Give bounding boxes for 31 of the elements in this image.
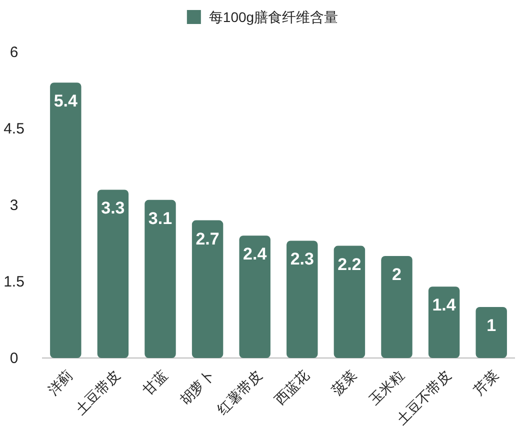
x-tick-label: 甘蓝 — [139, 366, 170, 398]
y-tick-label: 6 — [10, 44, 18, 61]
legend-label: 每100g膳食纤维含量 — [208, 9, 338, 25]
data-label: 1 — [486, 316, 496, 335]
bar — [286, 240, 318, 358]
bar — [192, 220, 224, 358]
y-tick-label: 0 — [10, 350, 18, 367]
x-tick-label: 西蓝花 — [271, 366, 312, 408]
data-label: 2.4 — [243, 244, 268, 264]
data-label: 2.7 — [196, 229, 220, 248]
bar — [97, 190, 129, 358]
data-label: 1.4 — [432, 296, 456, 315]
y-tick-label: 3 — [10, 197, 18, 214]
y-tick-label: 1.5 — [4, 274, 24, 290]
data-label: 2.2 — [338, 254, 362, 274]
data-label: 3.1 — [148, 208, 172, 228]
data-label: 5.4 — [54, 92, 78, 111]
bar — [50, 82, 82, 358]
bar — [144, 200, 176, 358]
y-tick-label: 4.5 — [4, 120, 24, 138]
x-tick-label: 芹菜 — [470, 366, 502, 398]
bar — [239, 236, 270, 358]
bar — [476, 307, 507, 358]
data-label: 2.3 — [290, 250, 314, 269]
bar — [428, 286, 460, 358]
bar — [381, 256, 412, 358]
data-label: 3.3 — [101, 198, 125, 218]
bar — [334, 246, 366, 358]
x-tick-label: 菠菜 — [328, 366, 360, 398]
data-label: 2 — [392, 265, 402, 284]
x-tick-label: 玉米粒 — [366, 366, 407, 408]
